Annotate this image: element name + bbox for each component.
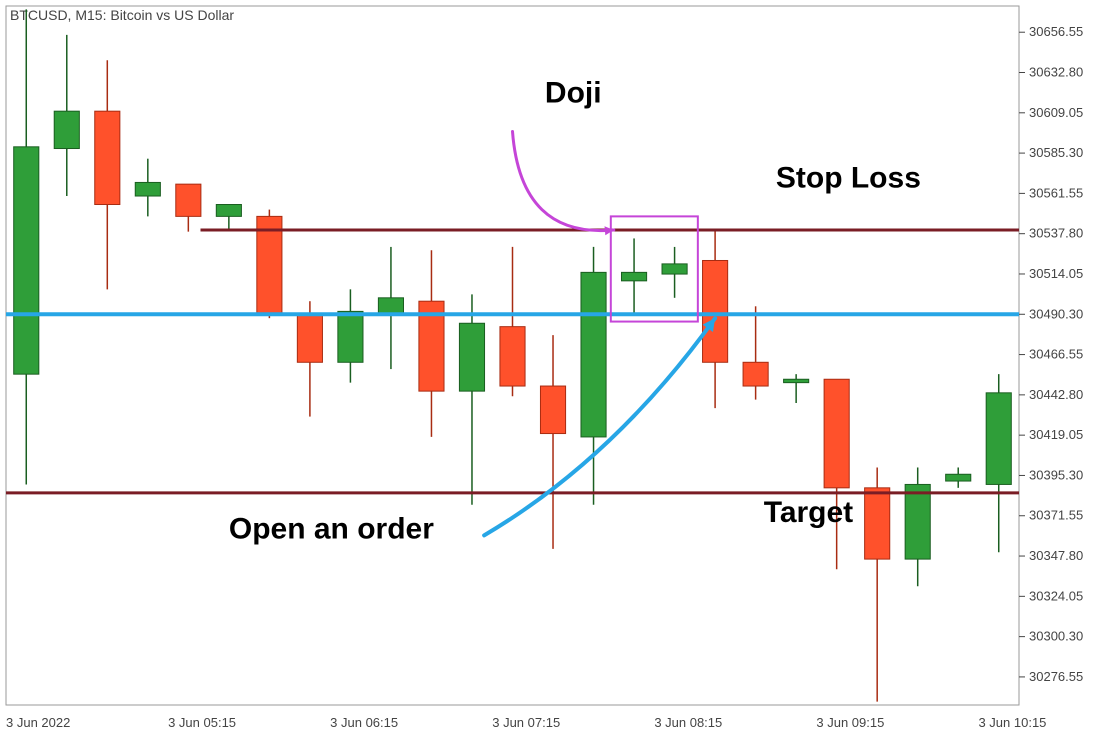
x-tick-label: 3 Jun 2022 (6, 715, 70, 730)
candle (621, 272, 646, 280)
y-tick-label: 30419.05 (1029, 427, 1083, 442)
candle (662, 264, 687, 274)
candle (581, 272, 606, 437)
candle (176, 184, 201, 216)
candle (703, 260, 728, 362)
x-tick-label: 3 Jun 07:15 (492, 715, 560, 730)
candle (743, 362, 768, 386)
y-tick-label: 30466.55 (1029, 347, 1083, 362)
y-tick-label: 30609.05 (1029, 105, 1083, 120)
y-tick-label: 30490.30 (1029, 306, 1083, 321)
y-tick-label: 30561.55 (1029, 185, 1083, 200)
candle (540, 386, 565, 434)
candle (784, 379, 809, 382)
y-tick-label: 30371.55 (1029, 508, 1083, 523)
x-tick-label: 3 Jun 09:15 (816, 715, 884, 730)
x-tick-label: 3 Jun 08:15 (654, 715, 722, 730)
y-tick-label: 30537.80 (1029, 226, 1083, 241)
y-tick-label: 30632.80 (1029, 65, 1083, 80)
candle (459, 323, 484, 391)
y-tick-label: 30300.30 (1029, 629, 1083, 644)
target_label: Target (764, 496, 853, 529)
y-tick-label: 30324.05 (1029, 588, 1083, 603)
candle (986, 393, 1011, 485)
doji_label: Doji (545, 77, 602, 110)
candle (378, 298, 403, 315)
candle (905, 484, 930, 559)
openorder_label: Open an order (229, 513, 434, 546)
x-tick-label: 3 Jun 10:15 (978, 715, 1046, 730)
y-tick-label: 30395.30 (1029, 467, 1083, 482)
candle (14, 147, 39, 374)
candle (216, 205, 241, 217)
candle (95, 111, 120, 204)
y-tick-label: 30585.30 (1029, 145, 1083, 160)
candlestick-chart: BTCUSD, M15: Bitcoin vs US Dollar 30656.5… (0, 0, 1119, 745)
y-tick-label: 30442.80 (1029, 387, 1083, 402)
candle (946, 474, 971, 481)
y-tick-label: 30276.55 (1029, 669, 1083, 684)
candle (824, 379, 849, 488)
chart-title: BTCUSD, M15: Bitcoin vs US Dollar (10, 7, 234, 23)
candle (54, 111, 79, 148)
stoploss_label: Stop Loss (776, 162, 921, 195)
y-tick-label: 30347.80 (1029, 548, 1083, 563)
candle (297, 313, 322, 362)
chart-container: BTCUSD, M15: Bitcoin vs US Dollar 30656.5… (0, 0, 1119, 745)
candle (135, 182, 160, 196)
x-tick-label: 3 Jun 05:15 (168, 715, 236, 730)
x-tick-label: 3 Jun 06:15 (330, 715, 398, 730)
candle (338, 311, 363, 362)
y-tick-label: 30514.05 (1029, 266, 1083, 281)
candle (865, 488, 890, 559)
y-tick-label: 30656.55 (1029, 24, 1083, 39)
candle (500, 327, 525, 386)
